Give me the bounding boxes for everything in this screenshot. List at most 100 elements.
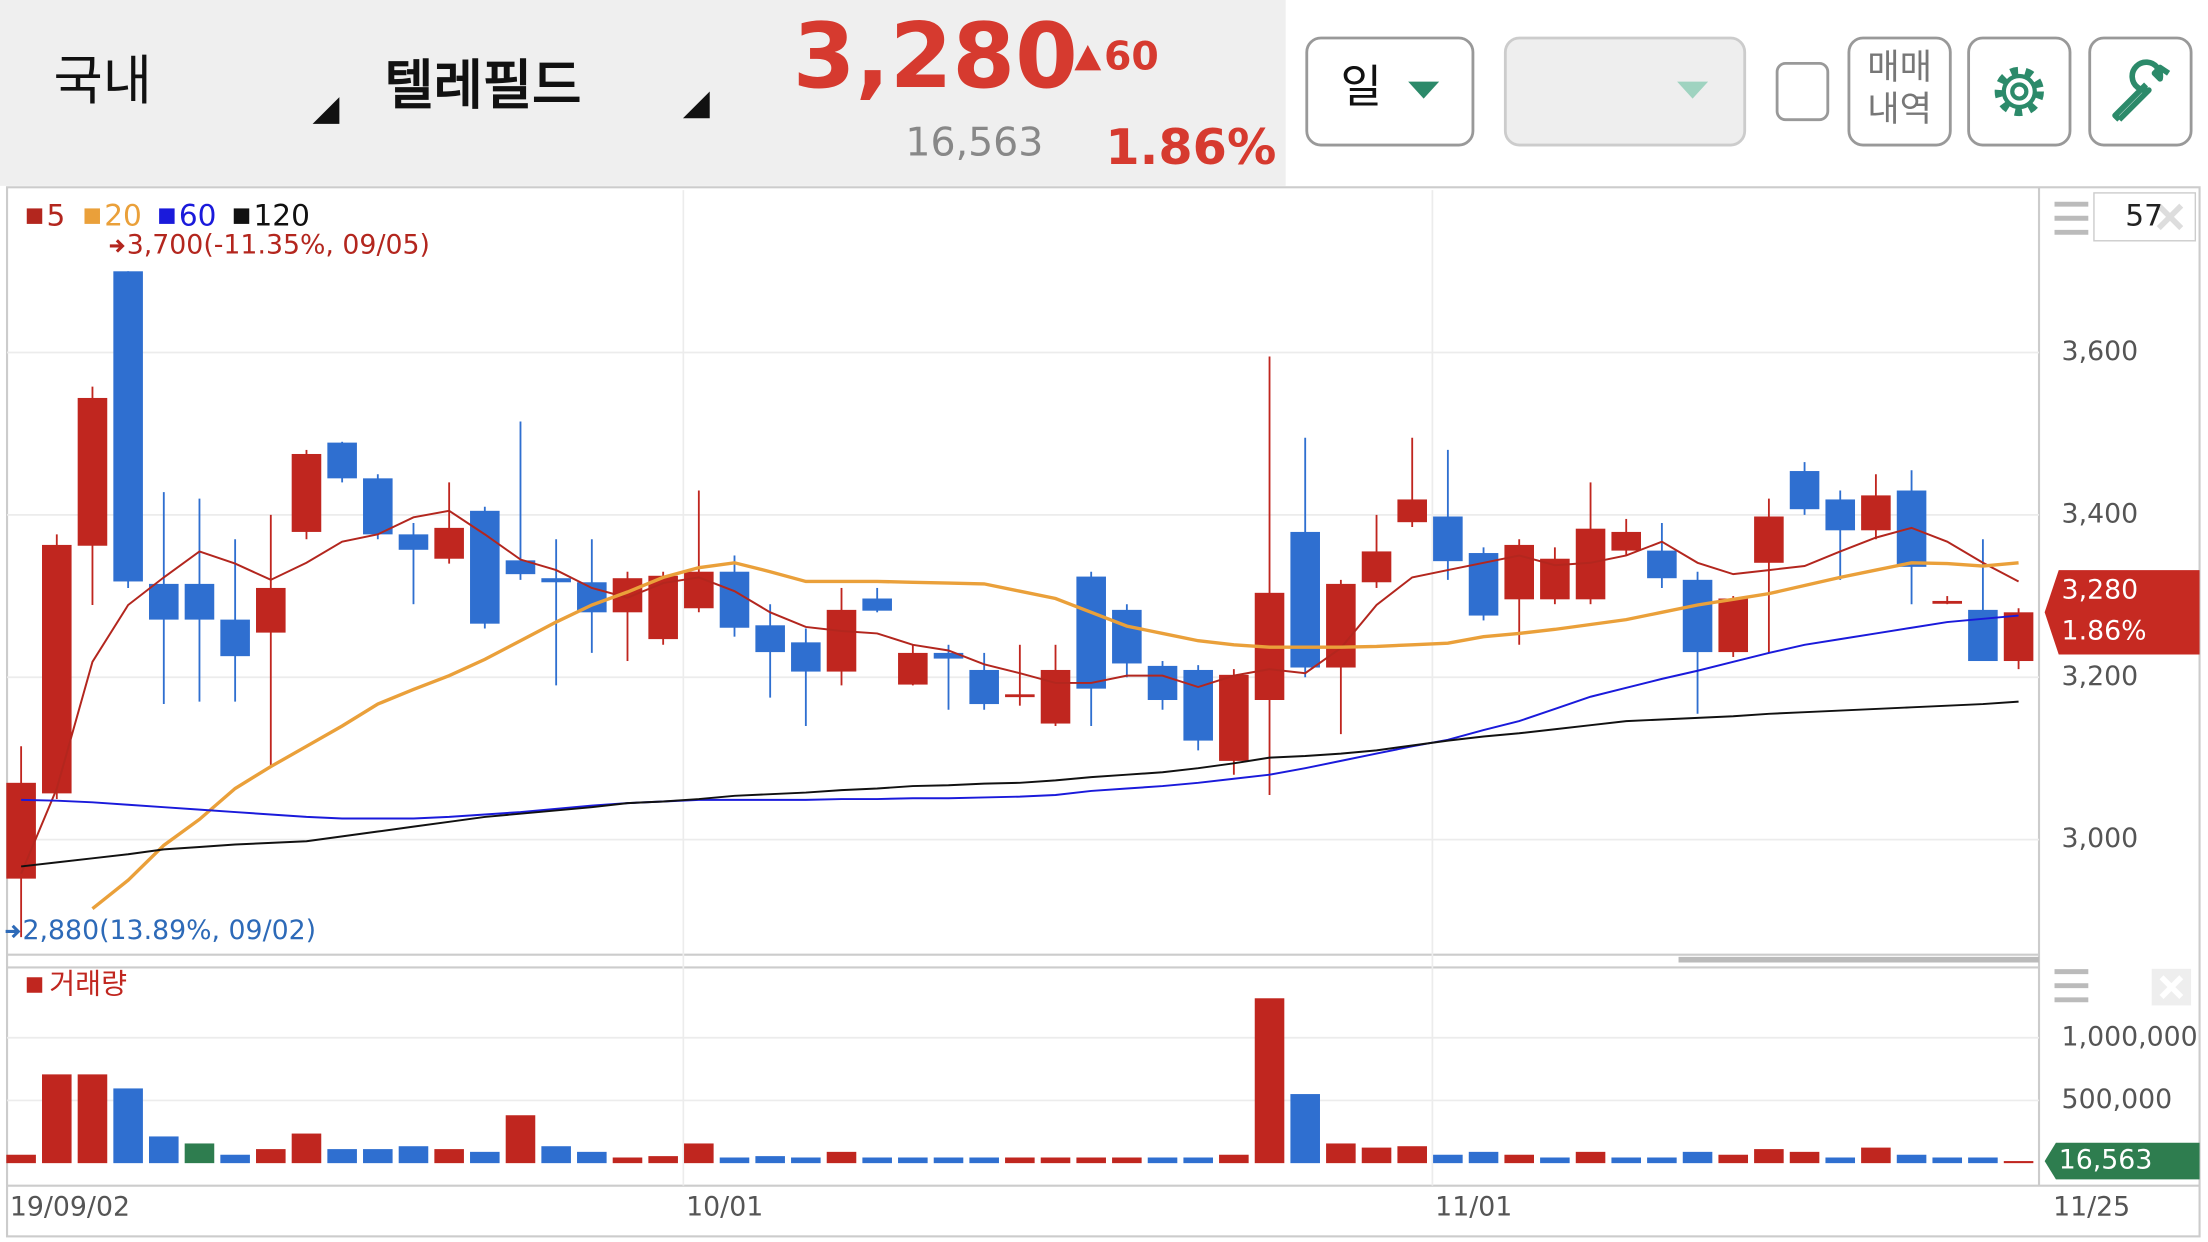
candle-body (77, 397, 108, 546)
volume-bar (1397, 1146, 1427, 1164)
volume-bar (6, 1154, 36, 1164)
candle-body (1932, 600, 1963, 604)
disabled-select[interactable] (1503, 36, 1747, 147)
volume-bar (969, 1157, 999, 1164)
candle-body (220, 619, 250, 657)
legend-swatch (233, 208, 250, 224)
volume-bar (577, 1151, 607, 1164)
close-icon[interactable] (2156, 203, 2184, 231)
volume: 16,563 (905, 120, 1043, 166)
volume-bar (184, 1143, 215, 1164)
candle-body (363, 478, 393, 535)
volume-bar (505, 1115, 536, 1164)
volume-bar (363, 1149, 393, 1164)
dropdown-arrow[interactable] (1408, 81, 1440, 99)
volume-bar (256, 1149, 286, 1164)
close-icon[interactable] (2159, 975, 2184, 999)
candle-body (1504, 544, 1534, 600)
candle-body (113, 271, 143, 582)
button-label[interactable]: 내역 (1867, 89, 1932, 130)
volume-bar (327, 1149, 357, 1164)
volume-bar (77, 1074, 108, 1164)
volume-bar (220, 1154, 250, 1164)
dropdown-arrow[interactable] (1677, 81, 1709, 99)
candle-body (1219, 674, 1249, 761)
period-select[interactable] (1305, 36, 1475, 147)
market[interactable]: 국내 (54, 49, 152, 112)
volume-bar (1575, 1151, 1606, 1164)
stock-name[interactable]: 텔레필드 (384, 53, 581, 116)
checkbox[interactable] (1775, 61, 1830, 122)
volume-bar (1540, 1157, 1570, 1164)
candle-body (398, 534, 429, 550)
legend-swatch (26, 977, 43, 993)
y-tick-label: 3,600 (2062, 336, 2139, 367)
legend-swatch (84, 208, 100, 224)
volume-bar (1789, 1151, 1820, 1164)
volume-bar (1968, 1157, 1998, 1164)
volume-bar (1647, 1157, 1677, 1164)
candle-body (1361, 551, 1392, 583)
legend-label: 5 (46, 198, 65, 232)
legend-label: 120 (253, 198, 309, 232)
menu-icon[interactable] (2054, 201, 2089, 235)
price-tag-pct: 1.86% (2062, 616, 2147, 647)
candle-body (648, 575, 678, 640)
candle-body (149, 583, 179, 620)
gear-teeth[interactable] (1994, 66, 2044, 117)
legend-label: 60 (179, 198, 217, 232)
volume-bar (1932, 1157, 1963, 1164)
volume-bar (862, 1157, 892, 1164)
wrench-icon[interactable] (2112, 59, 2171, 122)
candle-body (2003, 612, 2034, 662)
volume-bar (1076, 1157, 1106, 1164)
gear-hole[interactable] (2010, 82, 2029, 101)
volume-bar (1611, 1157, 1642, 1164)
volume-bar (1504, 1154, 1534, 1164)
count-box[interactable] (2093, 192, 2197, 242)
y-tick-label: 3,400 (2062, 498, 2139, 529)
y-tick-label: 3,200 (2062, 661, 2139, 692)
trade-history-button[interactable] (1847, 36, 1952, 147)
candle-body (1682, 579, 1713, 653)
change-pct: 1.86% (1105, 118, 1276, 176)
period[interactable]: 일 (1341, 60, 1382, 113)
candle-body (1647, 550, 1677, 579)
candle-body (1825, 499, 1856, 531)
menu-icon[interactable] (2054, 969, 2089, 1003)
volume-bar (898, 1157, 928, 1164)
candle-body (755, 625, 785, 653)
candle-body (470, 510, 500, 624)
ma-line (21, 614, 2019, 820)
gear-ring[interactable] (2001, 73, 2037, 110)
volume-bar (1005, 1157, 1035, 1164)
candle-body (933, 652, 964, 659)
volume-bar (1147, 1157, 1178, 1164)
legend-label: 20 (104, 198, 142, 232)
chart-frame (5, 186, 2201, 1238)
change: 60 (1104, 34, 1159, 80)
volume-bar (1361, 1147, 1392, 1164)
button-label[interactable]: 매매 (1867, 47, 1932, 88)
volume-bar (42, 1074, 72, 1164)
price-tag (2044, 570, 2200, 655)
settings-button[interactable] (1967, 36, 2072, 147)
candle-body (1326, 583, 1356, 668)
x-tick-label: 11/01 (1435, 1192, 1512, 1223)
candle-body (1718, 598, 1749, 653)
volume-bar (648, 1156, 678, 1164)
candle-body (256, 587, 286, 633)
candle-body (327, 442, 357, 479)
volume-bar (1468, 1151, 1499, 1164)
gear-icon[interactable] (1994, 66, 2044, 117)
candle-body (577, 582, 607, 613)
volume-bar (434, 1149, 464, 1164)
candle-body (541, 578, 571, 583)
candle-body (1112, 609, 1142, 664)
x-tick-label: 11/25 (2053, 1192, 2130, 1223)
y-tick-label: 500,000 (2062, 1084, 2173, 1115)
volume-bar (1718, 1154, 1749, 1164)
legend-swatch (159, 208, 175, 224)
ma-line (21, 700, 2019, 868)
